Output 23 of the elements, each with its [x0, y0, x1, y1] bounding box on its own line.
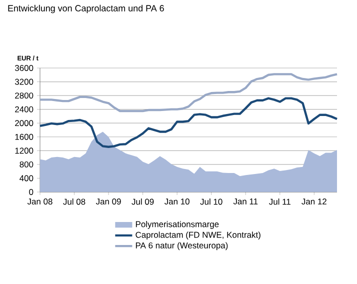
y-tick-label: 2800 [15, 92, 34, 99]
y-tick-label: 1200 [15, 148, 34, 154]
legend-label: PA 6 natur (Westeuropa) [136, 242, 228, 250]
x-tick-label: Jan 10 [164, 198, 190, 204]
chart-title: Entwicklung von Caprolactam und PA 6 [8, 4, 164, 14]
x-tick-label: Jan 09 [96, 198, 121, 204]
x-tick-label: Jul 09 [132, 198, 154, 205]
y-tick-label: 0 [29, 189, 34, 195]
y-tick-label: 800 [20, 161, 34, 168]
x-tick-label: Jan 11 [233, 198, 258, 204]
y-tick-label: 1600 [15, 134, 34, 140]
x-tick-label: Jan 08 [27, 198, 52, 204]
y-tick-label: 400 [20, 175, 34, 182]
y-tick-label: 3600 [14, 65, 34, 71]
y-tick-label: 2400 [15, 106, 34, 112]
y-tick-label: 2000 [15, 120, 34, 126]
legend-label: Caprolactam (FD NWE, Kontrakt) [136, 232, 260, 240]
x-tick-label: Jul 11 [269, 198, 290, 205]
x-tick-label: Jul 10 [200, 198, 222, 205]
y-tick-label: 3200 [14, 78, 34, 85]
legend-label: Polymerisationsmarge [136, 220, 219, 229]
x-tick-label: Jul 08 [63, 198, 86, 205]
x-tick-label: Jan 12 [302, 198, 326, 204]
